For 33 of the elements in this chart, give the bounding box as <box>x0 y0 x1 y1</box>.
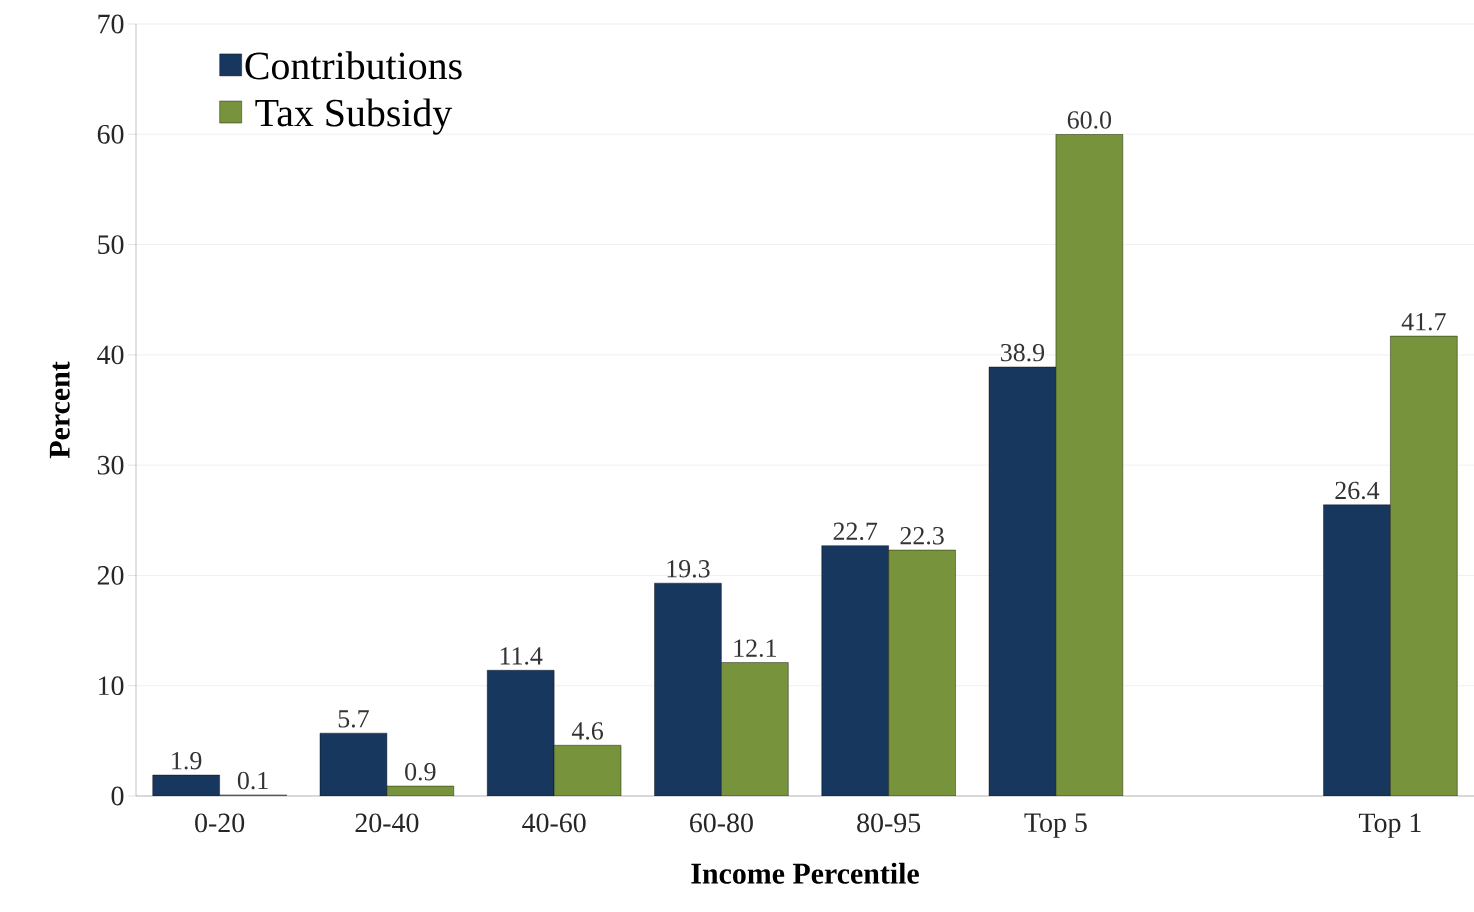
x-tick-label: Top 1 <box>1358 813 1421 838</box>
y-tick-label: 70 <box>98 14 124 34</box>
x-tick-label: 60-80 <box>690 813 753 833</box>
y-tick-label: 0 <box>111 786 124 806</box>
y-tick-label: 20 <box>97 566 124 585</box>
data-label: 26.4 <box>1335 481 1380 500</box>
data-label: 4.6 <box>571 722 604 740</box>
legend-label: Contributions <box>245 51 462 80</box>
data-label: 41.7 <box>1401 313 1446 331</box>
data-label: 22.7 <box>833 522 878 541</box>
data-label: 0.1 <box>237 771 268 790</box>
data-label: 19.3 <box>667 560 710 578</box>
data-label: 5.7 <box>338 710 369 728</box>
data-label: 1.9 <box>172 752 202 770</box>
y-tick-label: 40 <box>97 345 124 365</box>
y-axis-title: Percent <box>49 361 70 459</box>
x-tick-label: 20-40 <box>355 813 419 833</box>
data-label: 22.3 <box>900 527 944 545</box>
data-label: 38.9 <box>1001 343 1045 362</box>
x-axis-title: Income Percentile <box>691 862 919 884</box>
data-label: 60.0 <box>1067 111 1112 129</box>
y-tick-label: 60 <box>97 124 124 144</box>
y-tick-label: 30 <box>97 455 124 475</box>
x-tick-label: Top 5 <box>1024 813 1087 838</box>
legend-label: Tax Subsidy <box>255 98 453 135</box>
y-tick-label: 50 <box>98 235 124 254</box>
data-label: 12.1 <box>734 639 776 658</box>
x-tick-label: 0-20 <box>195 813 245 833</box>
data-label: 0.9 <box>405 762 436 781</box>
x-tick-label: 80-95 <box>857 813 921 833</box>
x-tick-label: 40-60 <box>522 813 586 833</box>
y-tick-label: 10 <box>99 676 124 696</box>
data-label: 11.4 <box>500 647 543 665</box>
